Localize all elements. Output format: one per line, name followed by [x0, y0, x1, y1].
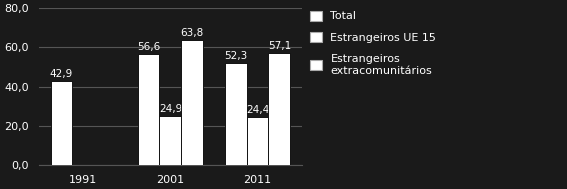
- Bar: [138, 54, 159, 165]
- Bar: [225, 63, 247, 165]
- Bar: [247, 117, 269, 165]
- Bar: [269, 53, 290, 165]
- Text: 42,9: 42,9: [50, 69, 73, 79]
- Text: 56,6: 56,6: [137, 42, 160, 52]
- Bar: [181, 40, 203, 165]
- Text: 57,1: 57,1: [268, 41, 291, 51]
- Text: 24,4: 24,4: [246, 105, 269, 115]
- Text: 63,8: 63,8: [180, 28, 204, 38]
- Bar: [159, 116, 181, 165]
- Legend: Total, Estrangeiros UE 15, Estrangeiros
extracomunitários: Total, Estrangeiros UE 15, Estrangeiros …: [311, 11, 437, 76]
- Text: 52,3: 52,3: [224, 50, 247, 60]
- Bar: [50, 81, 73, 165]
- Text: 24,9: 24,9: [159, 104, 182, 114]
